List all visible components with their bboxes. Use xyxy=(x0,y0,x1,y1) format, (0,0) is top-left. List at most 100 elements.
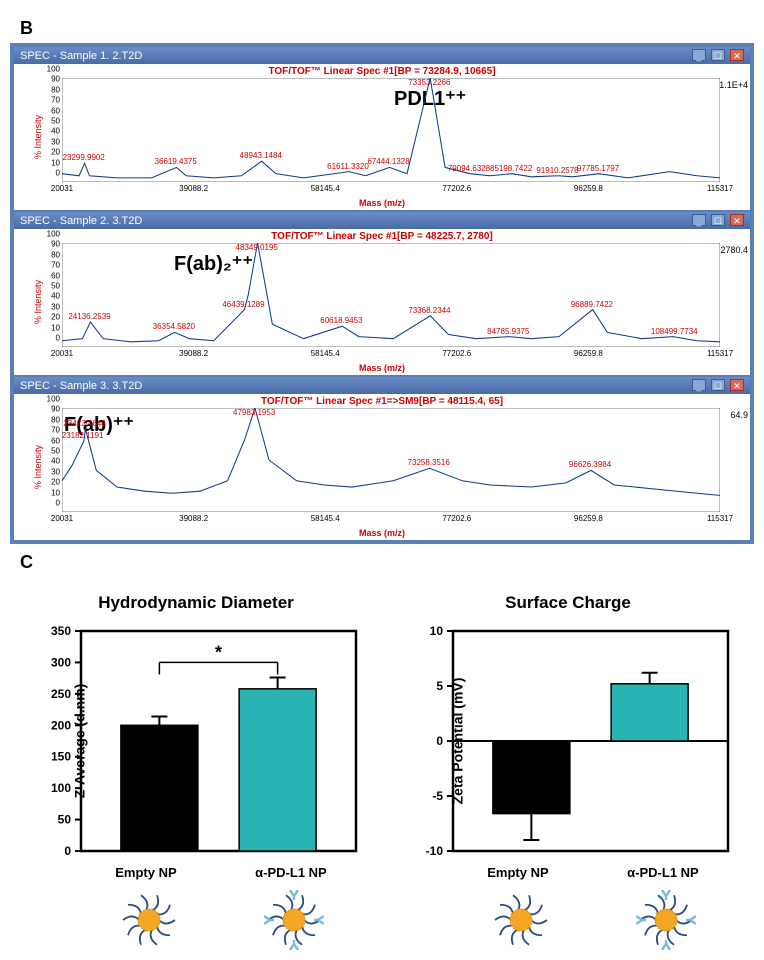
svg-text:-5: -5 xyxy=(432,789,443,803)
svg-text:10: 10 xyxy=(430,624,444,638)
spec-xlabel: Mass (m/z) xyxy=(14,363,750,373)
svg-text:0: 0 xyxy=(436,734,443,748)
spec-xticks: 2003139088.258145.477202.696259.8115317 xyxy=(62,349,720,361)
peak-label: 36619.4375 xyxy=(155,157,197,166)
peak-label: 96889.7422 xyxy=(571,300,613,309)
spec-ylabel: % Intensity xyxy=(33,445,43,489)
minimize-icon[interactable]: _ xyxy=(692,379,706,391)
spec-xticks: 2003139088.258145.477202.696259.8115317 xyxy=(62,514,720,526)
bar-xlabel: Empty NP xyxy=(487,865,548,880)
spec-xlabel: Mass (m/z) xyxy=(14,198,750,208)
spec-titlebar: SPEC - Sample 1. 2.T2D _ ☐ ✕ xyxy=(14,47,750,64)
spec-rightlabel: 2780.4 xyxy=(720,245,748,255)
svg-text:-10: -10 xyxy=(426,844,444,858)
peak-label: 23182.1191 xyxy=(62,431,104,440)
hydro-chart-block: Hydrodynamic Diameter Z-Average (d.nm) 0… xyxy=(26,593,366,950)
peak-label: 73258.3516 xyxy=(408,458,450,467)
hydro-xlabels: Empty NP α-PD-L1 NP xyxy=(26,865,366,880)
spec-yticks: 0102030405060708090100 xyxy=(44,78,60,182)
hydro-ylabel: Z-Average (d.nm) xyxy=(71,684,87,799)
zeta-ylabel: Zeta Potential (mV) xyxy=(449,678,465,805)
maximize-icon[interactable]: ☐ xyxy=(711,49,725,61)
peak-label: 67444.1328 xyxy=(367,157,409,166)
spec-ylabel: % Intensity xyxy=(33,280,43,324)
window-controls: _ ☐ ✕ xyxy=(690,49,744,62)
spec-window: SPEC - Sample 2. 3.T2D _ ☐ ✕ TOF/TOF™ Li… xyxy=(13,211,751,376)
maximize-icon[interactable]: ☐ xyxy=(711,379,725,391)
zeta-xlabels: Empty NP α-PD-L1 NP xyxy=(398,865,738,880)
bar-xlabel: α-PD-L1 NP xyxy=(255,865,327,880)
np-icon xyxy=(636,890,696,950)
panel-b-label: B xyxy=(20,18,754,39)
peak-label: 96626.3984 xyxy=(569,460,611,469)
peak-label: 48943.1484 xyxy=(240,151,282,160)
maximize-icon[interactable]: ☐ xyxy=(711,214,725,226)
hydro-chart: Z-Average (d.nm) 0 50 100 150 200 250 300 350 * xyxy=(26,621,366,861)
close-icon[interactable]: ✕ xyxy=(730,379,744,391)
peak-label: 84785.9375 xyxy=(487,327,529,336)
svg-text:150: 150 xyxy=(51,750,71,764)
svg-text:50: 50 xyxy=(58,813,72,827)
spec-title: SPEC - Sample 1. 2.T2D xyxy=(20,50,142,62)
spec-ylabel: % Intensity xyxy=(33,115,43,159)
svg-text:300: 300 xyxy=(51,655,71,669)
bar-xlabel: Empty NP xyxy=(115,865,176,880)
spec-window: SPEC - Sample 3. 3.T2D _ ☐ ✕ TOF/TOF™ Li… xyxy=(13,376,751,541)
peak-label: 61611.3320 xyxy=(327,162,369,171)
spec-yticks: 0102030405060708090100 xyxy=(44,408,60,512)
window-controls: _ ☐ ✕ xyxy=(690,379,744,392)
zeta-np-icons xyxy=(398,890,738,950)
spec-title: SPEC - Sample 2. 3.T2D xyxy=(20,215,142,227)
peak-label: 48349.0195 xyxy=(236,243,278,252)
spec-titlebar: SPEC - Sample 3. 3.T2D _ ☐ ✕ xyxy=(14,377,750,394)
spec-body: TOF/TOF™ Linear Spec #1[BP = 73284.9, 10… xyxy=(14,64,750,210)
peak-label: 108499.7734 xyxy=(651,327,698,336)
spec-body: TOF/TOF™ Linear Spec #1=>SM9[BP = 48115.… xyxy=(14,394,750,540)
svg-text:250: 250 xyxy=(51,687,71,701)
svg-text:0: 0 xyxy=(64,844,71,858)
close-icon[interactable]: ✕ xyxy=(730,49,744,61)
np-icon xyxy=(119,890,179,950)
hydro-np-icons xyxy=(26,890,366,950)
peak-label: 79094.6328 xyxy=(448,164,490,173)
peak-label: 73353.2266 xyxy=(408,78,450,87)
peak-label: 73368.2344 xyxy=(408,306,450,315)
spec-xticks: 2003139088.258145.477202.696259.8115317 xyxy=(62,184,720,196)
spec-header: TOF/TOF™ Linear Spec #1[BP = 48225.7, 27… xyxy=(14,231,750,242)
zeta-chart: Zeta Potential (mV) -10 -5 0 5 10 xyxy=(398,621,738,861)
spec-header: TOF/TOF™ Linear Spec #1=>SM9[BP = 48115.… xyxy=(14,396,750,407)
svg-text:200: 200 xyxy=(51,718,71,732)
svg-text:*: * xyxy=(215,642,222,662)
peak-label: 36354.5820 xyxy=(153,322,195,331)
bar-xlabel: α-PD-L1 NP xyxy=(627,865,699,880)
peak-label: 47983.1953 xyxy=(233,408,275,417)
svg-text:350: 350 xyxy=(51,624,71,638)
np-icon xyxy=(264,890,324,950)
spec-body: TOF/TOF™ Linear Spec #1[BP = 48225.7, 27… xyxy=(14,229,750,375)
panel-c: Hydrodynamic Diameter Z-Average (d.nm) 0… xyxy=(10,593,754,950)
spec-header: TOF/TOF™ Linear Spec #1[BP = 73284.9, 10… xyxy=(14,66,750,77)
zeta-chart-block: Surface Charge Zeta Potential (mV) -10-5… xyxy=(398,593,738,950)
spec-rightlabel: 1.1E+4 xyxy=(719,80,748,90)
minimize-icon[interactable]: _ xyxy=(692,49,706,61)
peak-label: 60618.9453 xyxy=(320,316,362,325)
hydro-title: Hydrodynamic Diameter xyxy=(26,593,366,613)
svg-text:100: 100 xyxy=(51,781,71,795)
np-icon xyxy=(491,890,551,950)
peak-label: 91910.2578 xyxy=(536,166,578,175)
spec-xlabel: Mass (m/z) xyxy=(14,528,750,538)
peak-label: 24136.2539 xyxy=(68,312,110,321)
peak-label: 97785.1797 xyxy=(577,164,619,173)
close-icon[interactable]: ✕ xyxy=(730,214,744,226)
peak-label: 85198.7422 xyxy=(490,164,532,173)
svg-text:5: 5 xyxy=(436,679,443,693)
spec-title: SPEC - Sample 3. 3.T2D xyxy=(20,380,142,392)
panel-c-label: C xyxy=(20,552,754,573)
spec-yticks: 0102030405060708090100 xyxy=(44,243,60,347)
spec-plot xyxy=(62,408,720,512)
minimize-icon[interactable]: _ xyxy=(692,214,706,226)
peak-label: 46439.1289 xyxy=(222,300,264,309)
spec-titlebar: SPEC - Sample 2. 3.T2D _ ☐ ✕ xyxy=(14,212,750,229)
spec-window: SPEC - Sample 1. 2.T2D _ ☐ ✕ TOF/TOF™ Li… xyxy=(13,46,751,211)
peak-label: 23299.9902 xyxy=(63,153,105,162)
